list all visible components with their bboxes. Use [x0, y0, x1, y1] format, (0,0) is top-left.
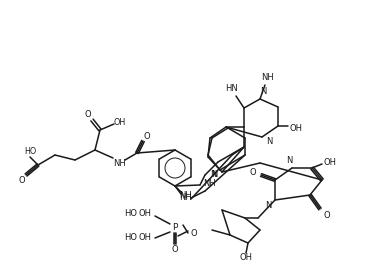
Text: OH: OH [114, 118, 126, 127]
Text: N: N [210, 169, 216, 179]
Text: NH: NH [203, 179, 217, 188]
Text: O: O [324, 211, 330, 220]
Text: O: O [85, 109, 91, 118]
Text: N: N [286, 155, 292, 165]
Text: HO: HO [24, 146, 36, 155]
Text: O: O [250, 167, 256, 176]
Text: NH: NH [262, 73, 275, 81]
Text: HO: HO [125, 234, 138, 242]
Text: OH: OH [239, 253, 252, 262]
Text: O: O [19, 176, 25, 185]
Text: NH: NH [113, 158, 125, 167]
Text: HO: HO [125, 209, 138, 218]
Text: NH: NH [179, 193, 191, 202]
Text: N: N [266, 137, 272, 146]
Text: OH: OH [138, 234, 151, 242]
Text: N: N [260, 87, 266, 95]
Text: HN: HN [226, 83, 238, 92]
Text: O: O [144, 132, 150, 141]
Text: P: P [172, 223, 178, 232]
Text: NH: NH [179, 192, 191, 200]
Text: OH: OH [289, 123, 303, 132]
Text: O: O [191, 228, 197, 237]
Text: OH: OH [138, 209, 151, 218]
Text: N: N [265, 200, 271, 209]
Text: O: O [172, 246, 178, 255]
Text: N: N [211, 169, 217, 179]
Text: OH: OH [324, 158, 337, 167]
